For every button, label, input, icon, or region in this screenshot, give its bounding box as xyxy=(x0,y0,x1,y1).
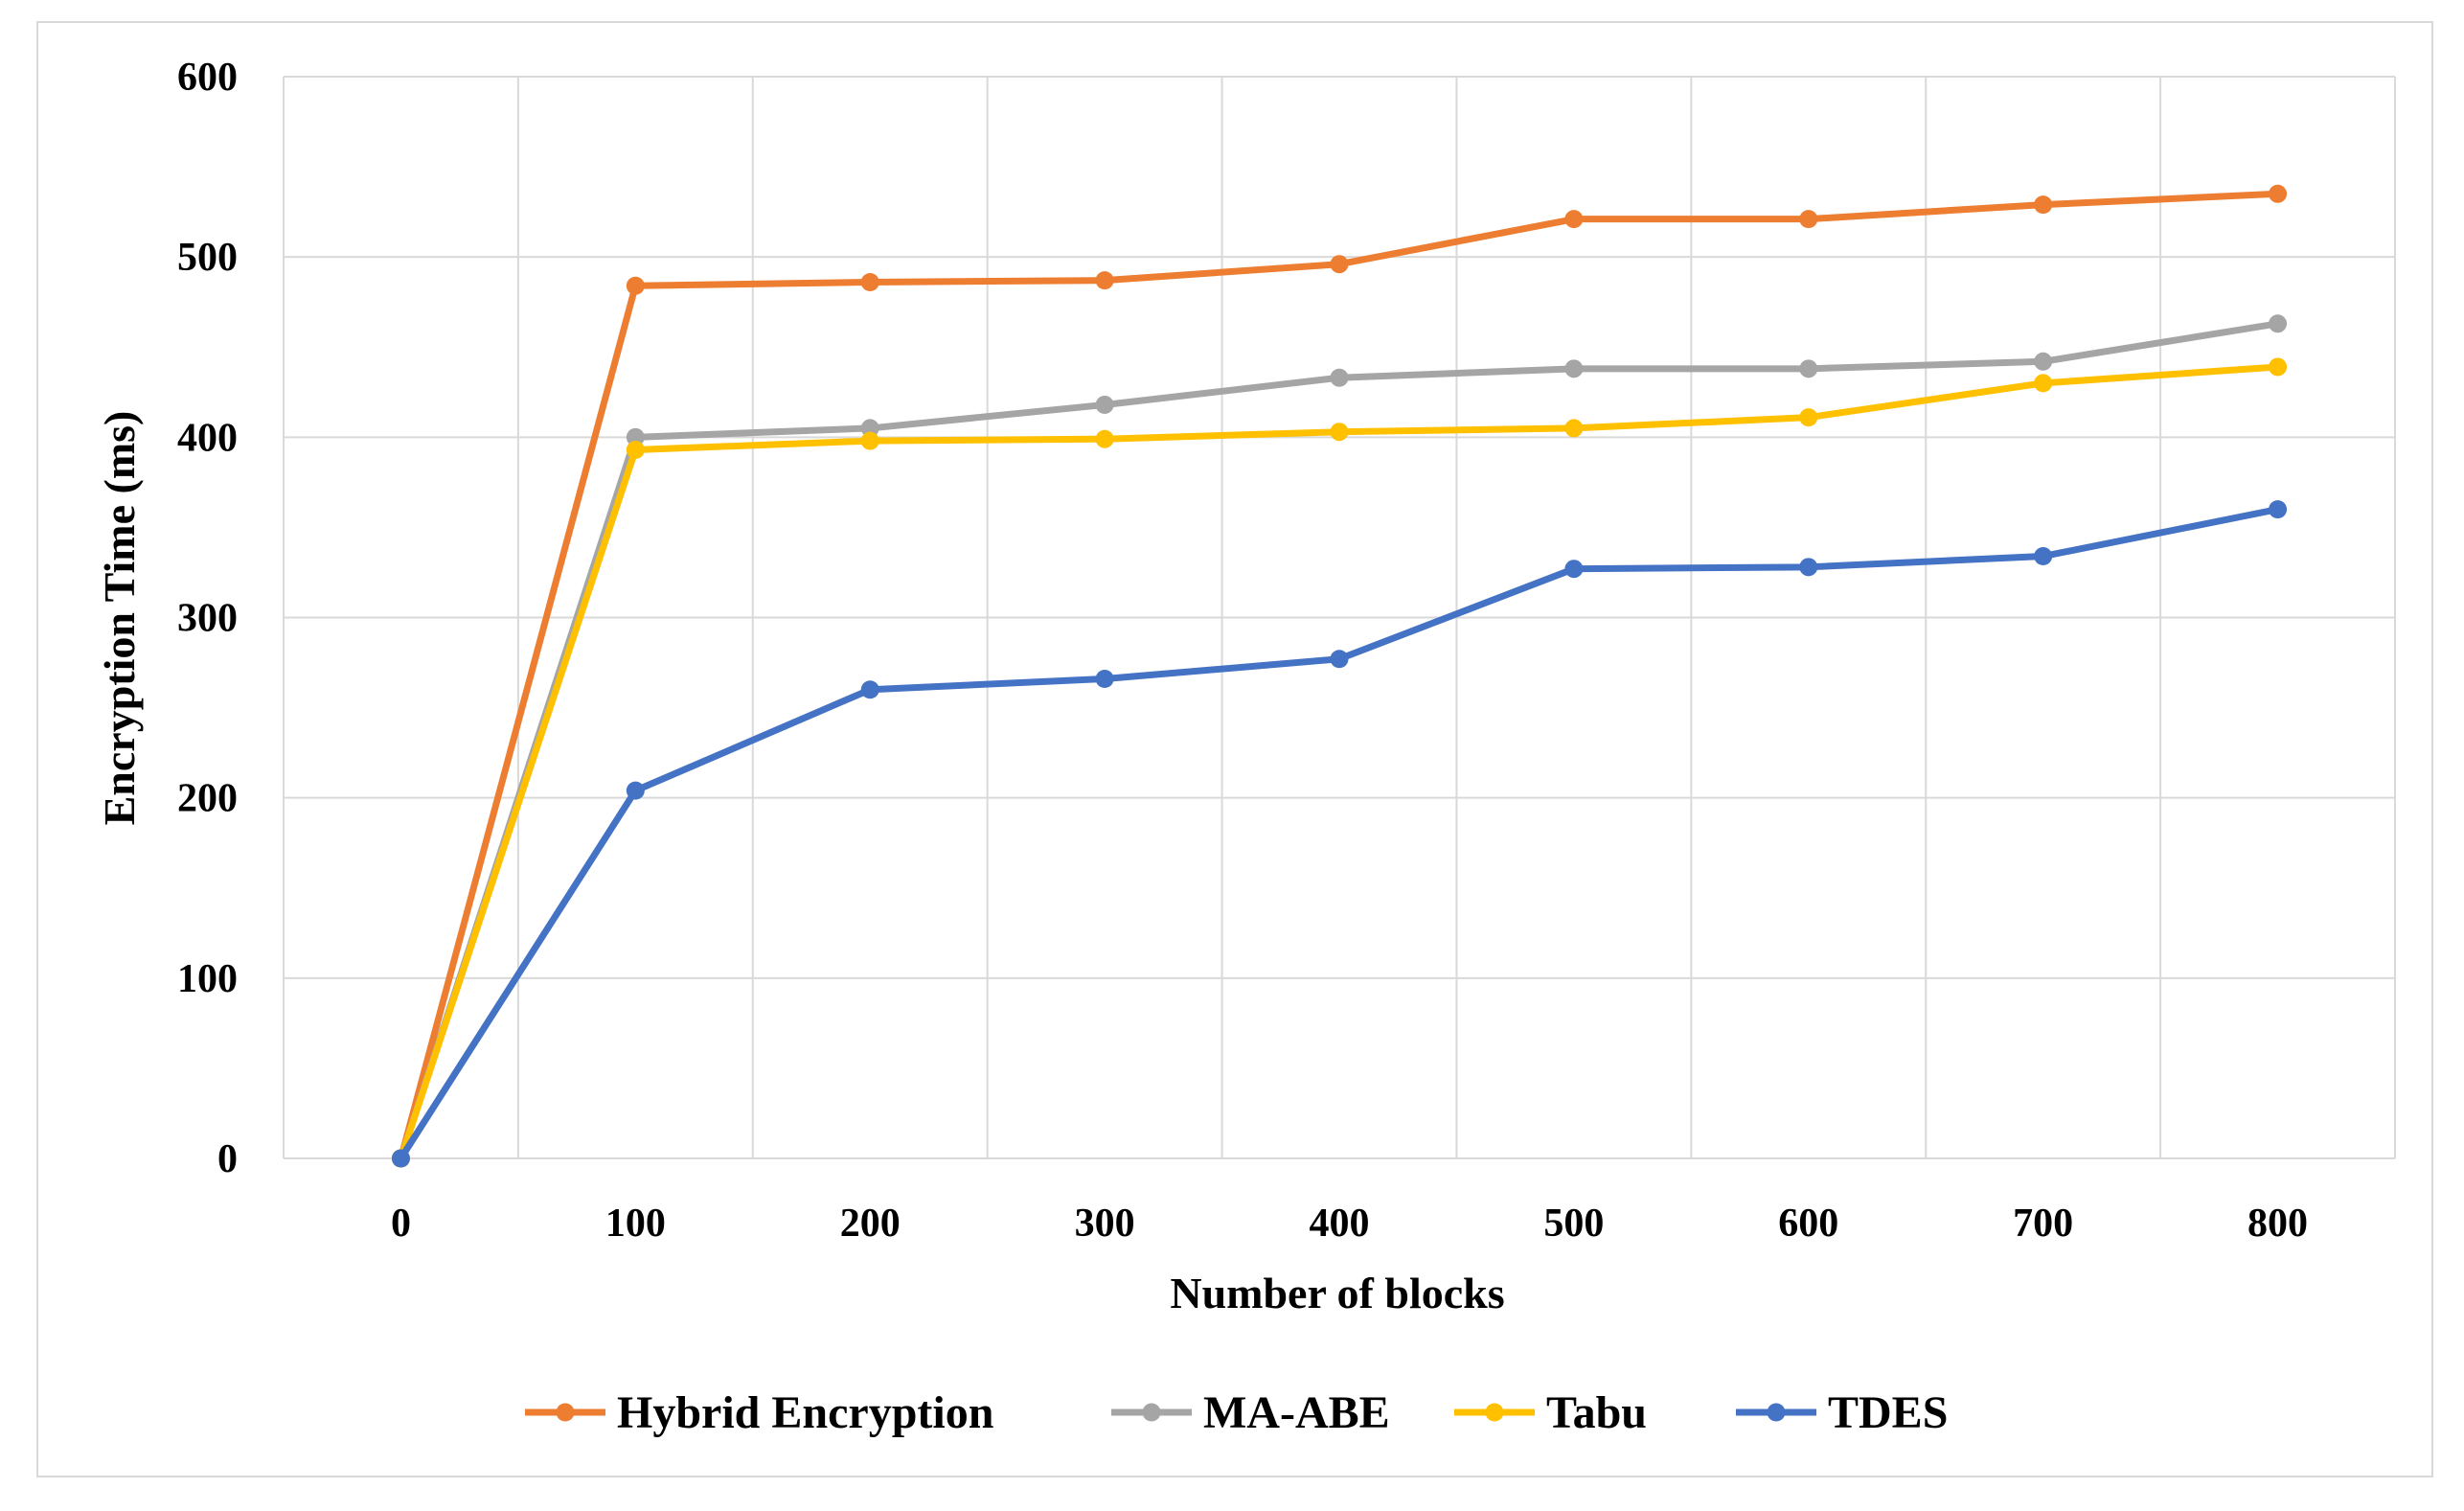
data-point xyxy=(860,431,879,450)
y-tick-label: 600 xyxy=(177,56,238,100)
x-tick-label: 0 xyxy=(391,1202,411,1246)
data-point xyxy=(1095,271,1114,290)
series-line xyxy=(397,190,2282,1162)
data-point xyxy=(1330,423,1349,442)
data-point xyxy=(1564,419,1584,438)
legend-label: Tabu xyxy=(1546,1387,1647,1438)
data-point xyxy=(2034,195,2053,215)
data-point xyxy=(1330,650,1349,669)
data-point xyxy=(1799,408,1818,427)
data-point xyxy=(1799,359,1818,378)
data-point xyxy=(860,273,879,292)
series-group xyxy=(391,184,2288,1168)
y-axis-title: Encryption Time (ms) xyxy=(95,411,144,826)
legend-label: TDES xyxy=(1828,1387,1948,1438)
y-tick-label: 400 xyxy=(177,416,238,460)
data-point xyxy=(626,276,645,295)
data-point xyxy=(1564,359,1584,378)
y-tick-label: 100 xyxy=(177,957,238,1001)
legend-item: Tabu xyxy=(1454,1387,1647,1438)
data-point xyxy=(626,441,645,460)
legend-item: TDES xyxy=(1736,1387,1948,1438)
data-point xyxy=(2269,500,2288,519)
data-point xyxy=(860,419,879,438)
series-tdes xyxy=(391,500,2288,1168)
legend-swatch-marker xyxy=(1485,1403,1504,1422)
data-point xyxy=(626,781,645,800)
x-tick-label: 300 xyxy=(1075,1202,1135,1246)
x-tick-label: 100 xyxy=(605,1202,666,1246)
y-tick-label: 0 xyxy=(217,1137,238,1181)
data-point xyxy=(1095,395,1114,414)
data-point xyxy=(1095,429,1114,448)
legend-swatch-marker xyxy=(556,1403,575,1422)
x-axis-ticks: 0 100 200 300 400 500 600 700 800 xyxy=(391,1202,2308,1246)
series-ma-abe xyxy=(391,314,2288,1168)
data-point xyxy=(2269,357,2288,377)
data-point xyxy=(2034,352,2053,371)
x-tick-label: 700 xyxy=(2013,1202,2073,1246)
legend-label: MA-ABE xyxy=(1203,1387,1390,1438)
y-tick-label: 300 xyxy=(177,597,238,641)
data-point xyxy=(1330,368,1349,387)
series-tabu xyxy=(391,357,2288,1168)
gridlines xyxy=(283,76,2396,1159)
legend-label: Hybrid Encryption xyxy=(617,1387,993,1438)
legend-item: Hybrid Encryption xyxy=(525,1387,993,1438)
x-tick-label: 400 xyxy=(1310,1202,1370,1246)
x-tick-label: 800 xyxy=(2247,1202,2308,1246)
data-point xyxy=(860,680,879,699)
data-point xyxy=(2034,547,2053,566)
data-point xyxy=(1564,560,1584,579)
data-point xyxy=(2269,184,2288,203)
legend-swatch-marker xyxy=(1767,1403,1786,1422)
data-point xyxy=(1095,669,1114,688)
legend: Hybrid Encryption MA-ABE Tabu TDES xyxy=(525,1387,1948,1438)
y-tick-label: 500 xyxy=(177,236,238,280)
data-point xyxy=(2034,374,2053,393)
chart-frame xyxy=(36,21,2433,1477)
data-point xyxy=(1799,210,1818,229)
y-tick-label: 200 xyxy=(177,777,238,821)
y-axis-ticks: 0 100 200 300 400 500 600 xyxy=(177,56,238,1181)
data-point xyxy=(1330,255,1349,274)
legend-swatch-marker xyxy=(1142,1403,1161,1422)
legend-item: MA-ABE xyxy=(1111,1387,1390,1438)
x-tick-label: 600 xyxy=(1778,1202,1838,1246)
series-line xyxy=(397,363,2282,1162)
x-tick-label: 200 xyxy=(840,1202,901,1246)
data-point xyxy=(626,427,645,446)
x-tick-label: 500 xyxy=(1543,1202,1604,1246)
data-point xyxy=(1799,558,1818,577)
data-point xyxy=(1564,210,1584,229)
data-point xyxy=(391,1149,410,1168)
data-point xyxy=(2269,314,2288,333)
series-hybrid-encryption xyxy=(391,184,2288,1168)
series-line xyxy=(397,506,2282,1162)
x-axis-title: Number of blocks xyxy=(1170,1269,1504,1317)
